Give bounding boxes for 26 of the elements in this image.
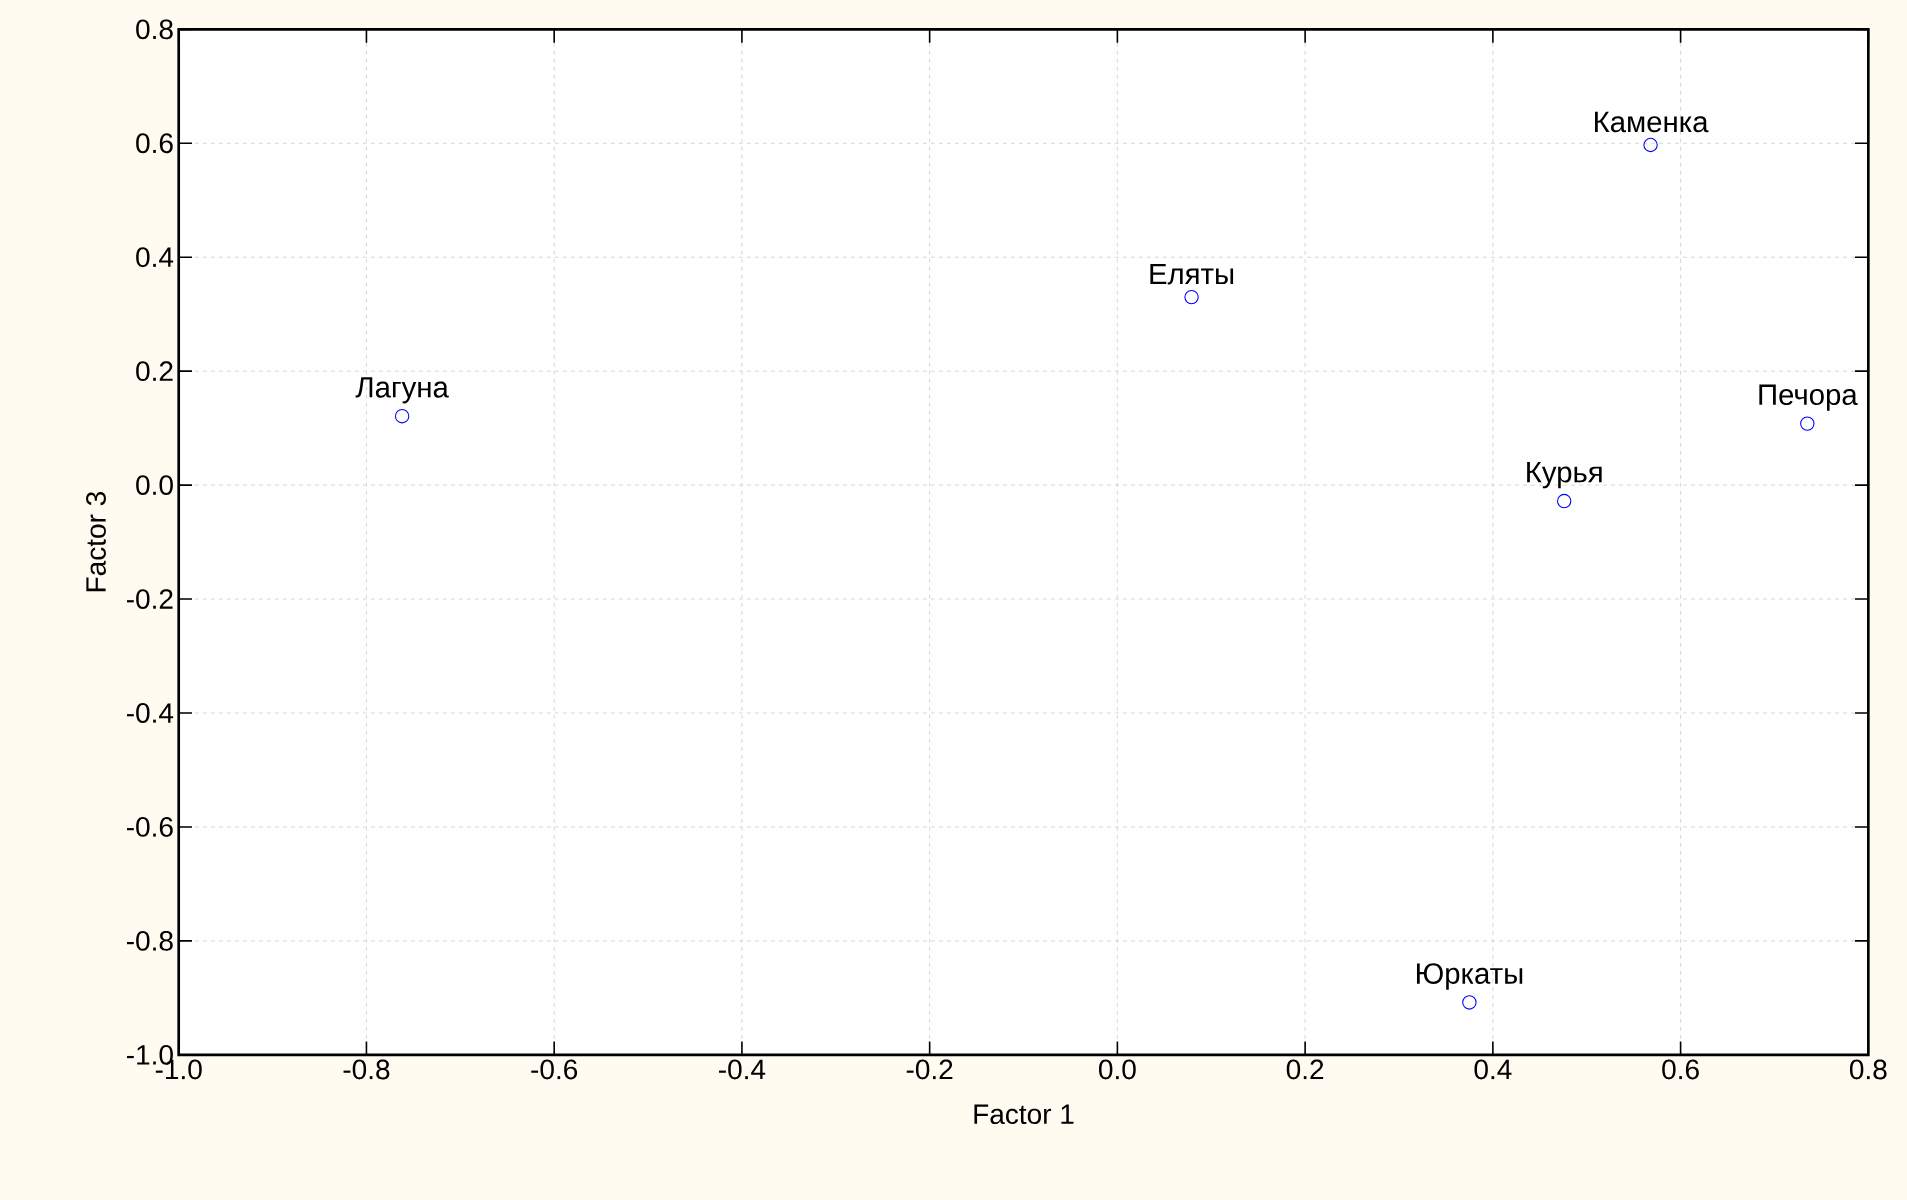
x-tick-label: -0.6 [531, 1059, 578, 1080]
y-tick-label: 0.2 [136, 361, 173, 381]
annotation: Еляты [1150, 263, 1234, 285]
y-tick-label: 0.4 [136, 247, 174, 268]
x-tick-label: -0.2 [906, 1059, 953, 1080]
annotation: Юркаты [1416, 963, 1523, 990]
y-tick-label: -0.8 [126, 930, 173, 951]
x-tick-label: 0.6 [1662, 1059, 1699, 1080]
y-axis-title: Factor 3 [86, 491, 106, 592]
y-tick-label: 0.6 [136, 133, 173, 154]
annotation: Каменка [1595, 111, 1709, 133]
y-tick-label: -0.4 [126, 703, 174, 723]
x-tick-label: 0.4 [1474, 1059, 1512, 1080]
annotation: Лагуна [355, 377, 449, 404]
x-tick-label: 0.2 [1286, 1059, 1324, 1080]
x-tick-label: -0.4 [719, 1059, 766, 1080]
x-tick-label: 0.8 [1849, 1059, 1887, 1080]
y-tick-label: -0.6 [126, 816, 173, 837]
x-tick-label: -0.8 [343, 1059, 390, 1080]
y-tick-label: 0.8 [136, 19, 173, 40]
annotation: Печора [1759, 384, 1858, 411]
x-tick-label: 0.0 [1099, 1059, 1136, 1080]
annotation: Курья [1527, 461, 1602, 489]
y-tick-label: -0.2 [126, 589, 173, 609]
x-axis-title: Factor 1 [974, 1104, 1074, 1124]
y-tick-label: 0.0 [136, 475, 173, 495]
